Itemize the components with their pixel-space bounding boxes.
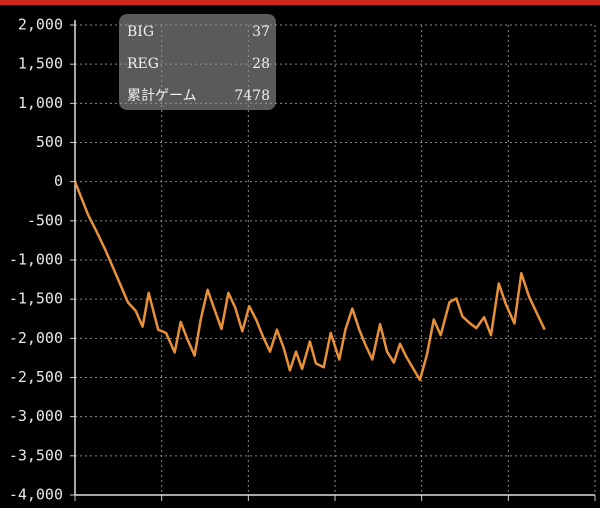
y-tick-label: 1,500 bbox=[18, 55, 63, 73]
stat-value: 7478 bbox=[234, 88, 270, 104]
top-bar bbox=[0, 0, 600, 5]
y-tick-label: 500 bbox=[36, 133, 63, 151]
y-tick-label: -500 bbox=[27, 211, 63, 229]
y-tick-label: 2,000 bbox=[18, 16, 63, 34]
line bbox=[73, 181, 546, 382]
y-tick-label: 1,000 bbox=[18, 94, 63, 112]
y-tick-label: -1,500 bbox=[9, 290, 63, 308]
stat-label: 累計ゲーム bbox=[127, 88, 197, 104]
y-tick-label: 0 bbox=[54, 172, 63, 190]
y-tick-label: -4,000 bbox=[9, 486, 63, 504]
stat-value: 37 bbox=[252, 24, 270, 40]
stat-label: REG bbox=[127, 56, 159, 72]
stat-value: 28 bbox=[252, 56, 270, 72]
stat-label: BIG bbox=[127, 24, 154, 40]
info-box bbox=[119, 14, 276, 110]
y-tick-label: -3,000 bbox=[9, 407, 63, 425]
y-tick-label: -1,000 bbox=[9, 251, 63, 269]
y-tick-label: -2,500 bbox=[9, 368, 63, 386]
y-tick-label: -3,500 bbox=[9, 446, 63, 464]
y-tick-label: -2,000 bbox=[9, 329, 63, 347]
